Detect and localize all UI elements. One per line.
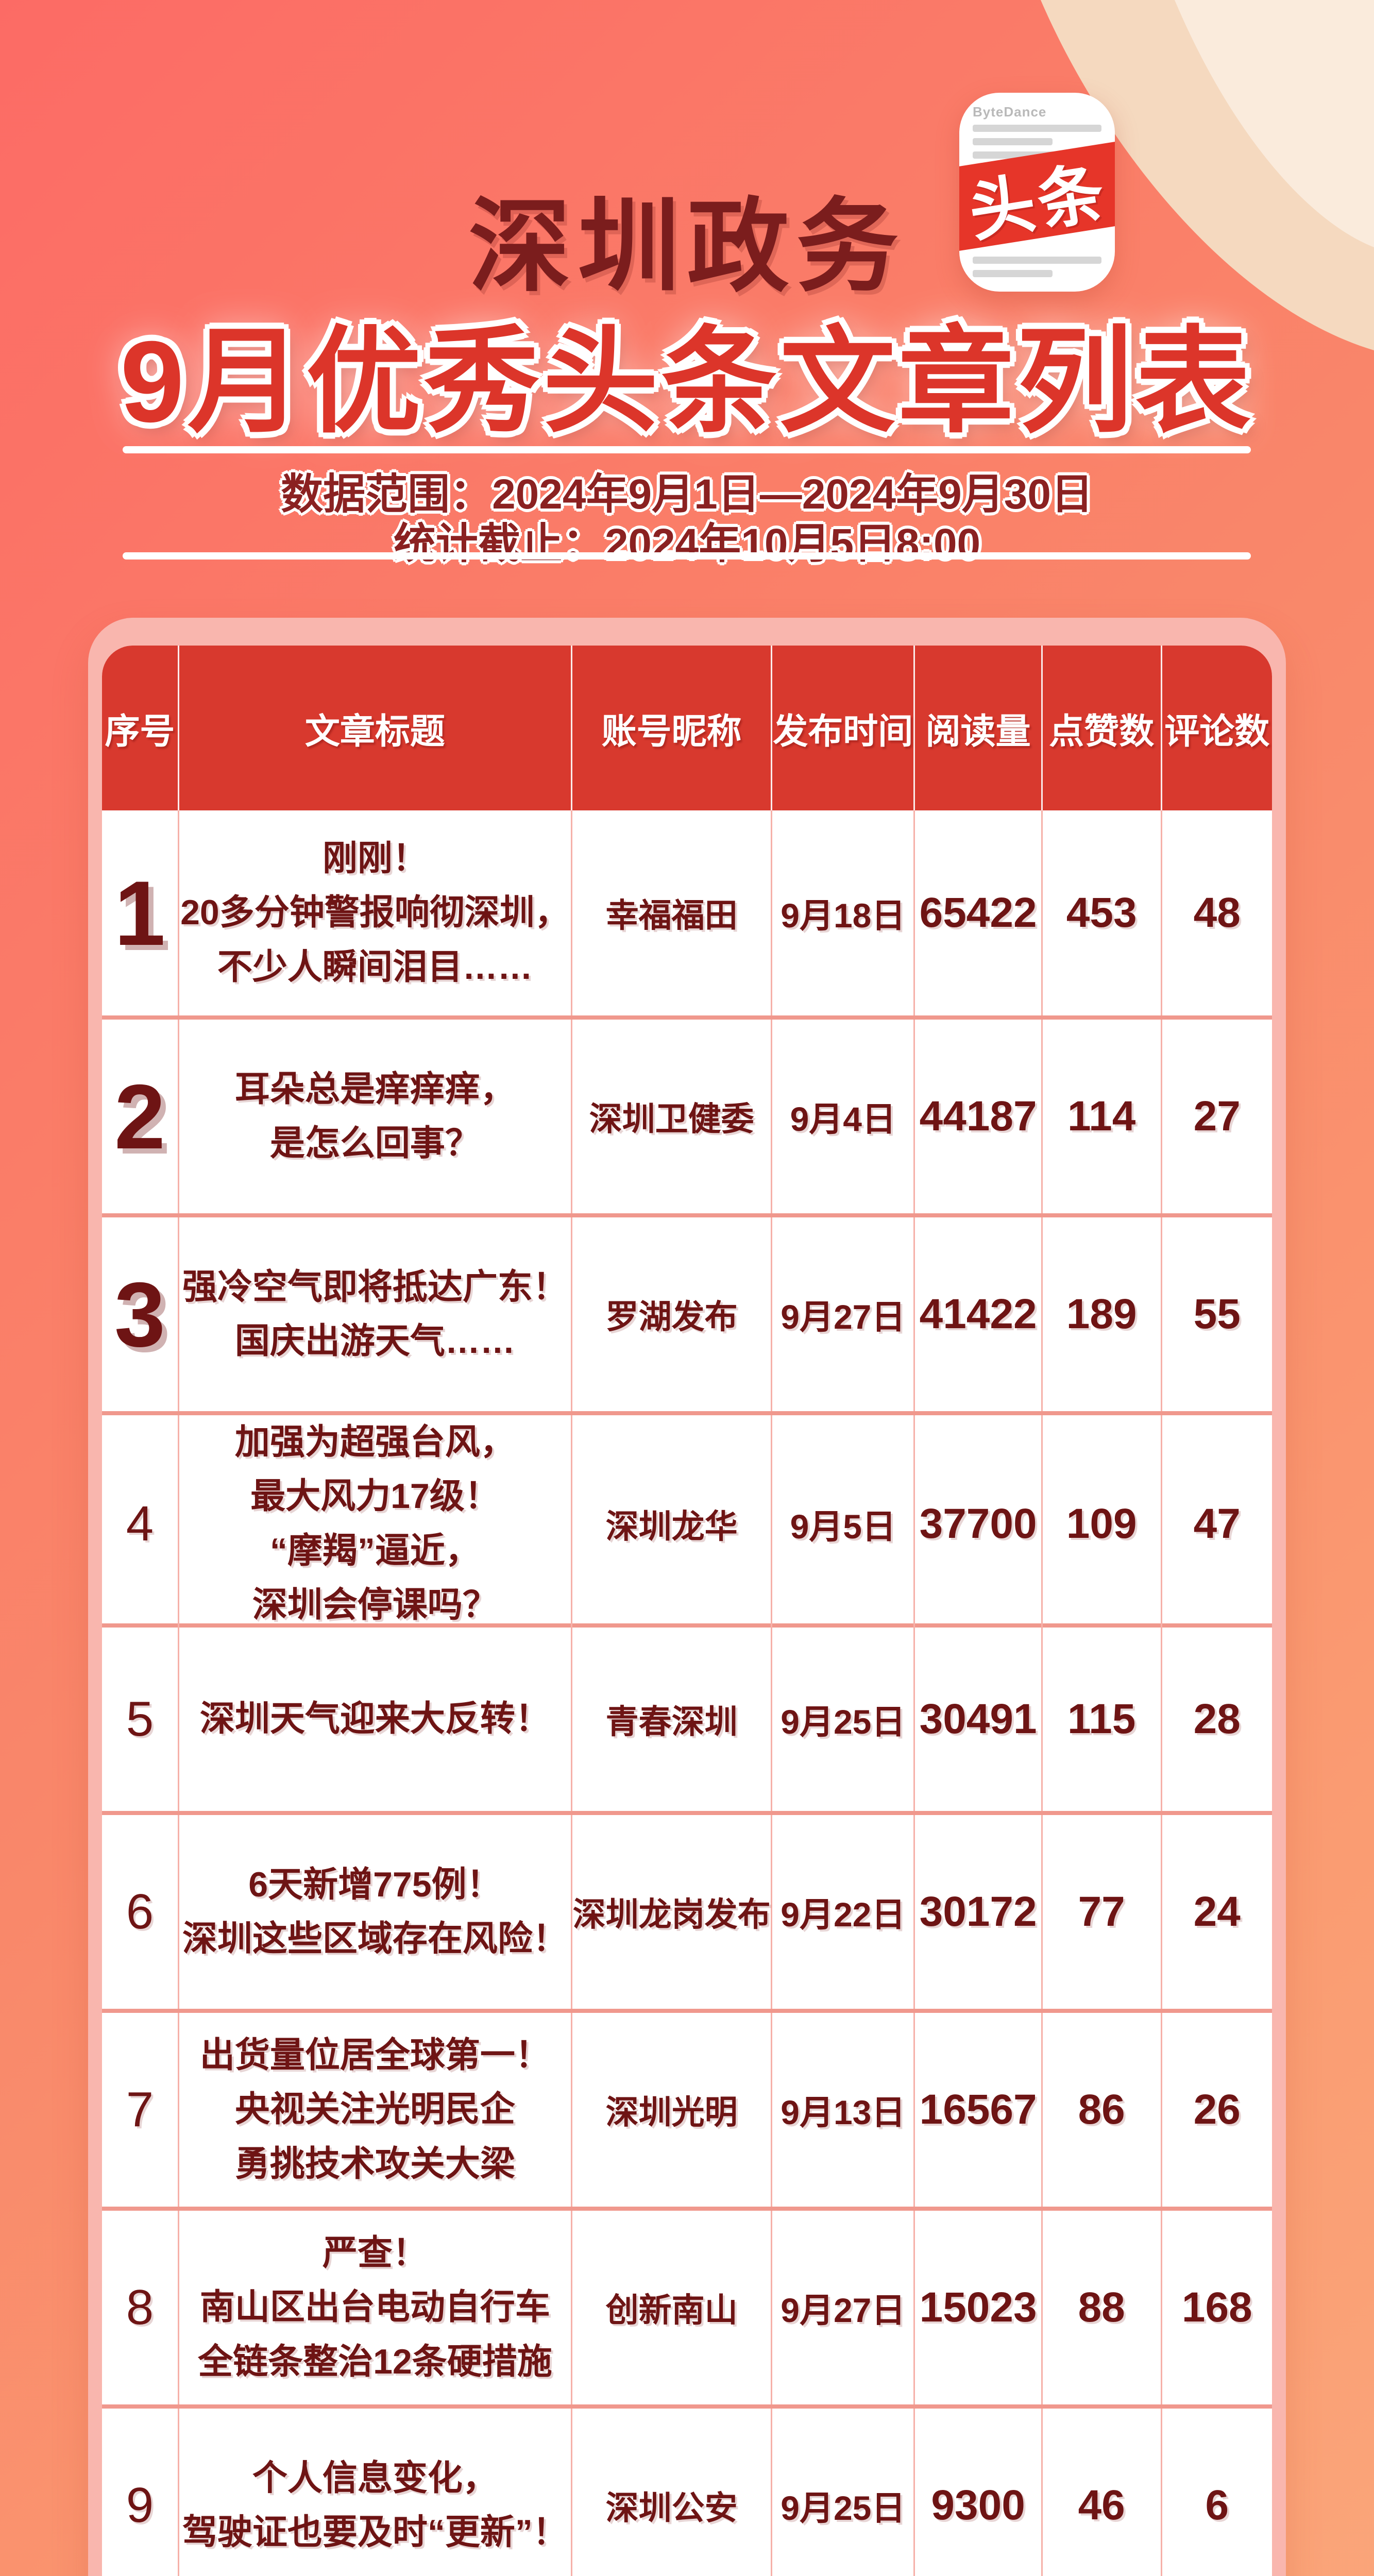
cell-title: 严查！ 南山区出台电动自行车 全链条整治12条硬措施 — [179, 2211, 572, 2404]
table-row: 2 耳朵总是痒痒痒， 是怎么回事？ 深圳卫健委 9月4日 44187 114 27 — [102, 1020, 1272, 1217]
article-table-card: 序号 文章标题 账号昵称 发布时间 阅读量 点赞数 评论数 1 刚刚！ 20多分钟警报响彻深圳… — [88, 618, 1286, 2576]
cell-date: 9月5日 — [772, 1415, 915, 1633]
cell-reads: 16567 — [915, 2013, 1043, 2207]
cell-reads: 37700 — [915, 1415, 1043, 1633]
cell-likes: 453 — [1043, 810, 1162, 1015]
cell-likes: 86 — [1043, 2013, 1162, 2207]
cell-account: 深圳光明 — [572, 2013, 773, 2207]
column-header-likes: 点赞数 — [1043, 646, 1162, 810]
cell-account: 罗湖发布 — [572, 1217, 773, 1411]
cell-reads: 65422 — [915, 810, 1043, 1015]
cell-date: 9月4日 — [772, 1020, 915, 1213]
table-row: 6 6天新增775例！ 深圳这些区域存在风险！ 深圳龙岗发布 9月22日 30172 77… — [102, 1815, 1272, 2013]
cell-account: 幸福福田 — [572, 810, 773, 1015]
cell-likes: 189 — [1043, 1217, 1162, 1411]
cell-comments: 47 — [1193, 1500, 1241, 1547]
article-table: 序号 文章标题 账号昵称 发布时间 阅读量 点赞数 评论数 1 刚刚！ 20多分钟警报响彻深圳… — [102, 646, 1272, 2576]
column-header-account: 账号昵称 — [572, 646, 773, 810]
cell-likes: 77 — [1043, 1815, 1162, 2009]
table-body: 1 刚刚！ 20多分钟警报响彻深圳， 不少人瞬间泪目…… 幸福福田 9月18日 6542… — [102, 810, 1272, 2576]
toutiao-app-icon: ByteDance 头条 — [959, 93, 1115, 292]
wave-top-right-outer — [1175, 0, 1374, 247]
cell-title: 出货量位居全球第一！ 央视关注光明民企 勇挑技术攻关大梁 — [179, 2013, 572, 2207]
cell-likes: 109 — [1043, 1415, 1162, 1633]
cell-date: 9月18日 — [772, 810, 915, 1015]
column-header-comments: 评论数 — [1164, 711, 1270, 751]
cell-no: 5 — [102, 1628, 179, 1811]
cell-comments: 168 — [1181, 2284, 1252, 2331]
table-row: 8 严查！ 南山区出台电动自行车 全链条整治12条硬措施 创新南山 9月27日 1502… — [102, 2211, 1272, 2409]
cell-no: 3 — [102, 1217, 179, 1411]
cell-reads: 30172 — [915, 1815, 1043, 2009]
cell-title: 深圳天气迎来大反转！ — [179, 1628, 572, 1811]
cell-reads: 41422 — [915, 1217, 1043, 1411]
cell-likes: 114 — [1043, 1020, 1162, 1213]
cell-account: 深圳卫健委 — [572, 1020, 773, 1213]
cell-account: 青春深圳 — [572, 1628, 773, 1811]
table-row: 5 深圳天气迎来大反转！ 青春深圳 9月25日 30491 115 28 — [102, 1628, 1272, 1815]
page-title: 深圳政务 — [468, 190, 906, 303]
cell-no: 2 — [102, 1020, 179, 1213]
cell-title: 刚刚！ 20多分钟警报响彻深圳， 不少人瞬间泪目…… — [179, 810, 572, 1015]
cell-reads: 44187 — [915, 1020, 1043, 1213]
cell-date: 9月25日 — [772, 2409, 915, 2576]
cell-comments: 6 — [1205, 2482, 1229, 2529]
cell-likes: 115 — [1043, 1628, 1162, 1811]
cell-likes: 46 — [1043, 2409, 1162, 2576]
cell-comments: 27 — [1193, 1093, 1241, 1140]
cell-comments: 26 — [1193, 2086, 1241, 2133]
cell-no: 6 — [102, 1815, 179, 2009]
column-header-no: 序号 — [102, 646, 179, 810]
cell-reads: 9300 — [915, 2409, 1043, 2576]
cell-comments: 48 — [1193, 889, 1241, 936]
cell-date: 9月22日 — [772, 1815, 915, 2009]
cell-title: 6天新增775例！ 深圳这些区域存在风险！ — [179, 1815, 572, 2009]
column-header-title: 文章标题 — [179, 646, 572, 810]
data-range-text: 数据范围：2024年9月1日—2024年9月30日 — [281, 471, 1093, 518]
cell-date: 9月25日 — [772, 1628, 915, 1811]
divider-line-top — [123, 446, 1251, 453]
cell-no: 7 — [102, 2013, 179, 2207]
bytedance-brand-label: ByteDance — [973, 104, 1047, 120]
cell-comments: 28 — [1193, 1696, 1241, 1742]
cell-account: 深圳龙华 — [572, 1415, 773, 1633]
cell-account: 创新南山 — [572, 2211, 773, 2404]
column-header-reads: 阅读量 — [915, 646, 1043, 810]
table-row: 7 出货量位居全球第一！ 央视关注光明民企 勇挑技术攻关大梁 深圳光明 9月13日 16… — [102, 2013, 1272, 2211]
cell-reads: 30491 — [915, 1628, 1043, 1811]
page-subtitle: 9月优秀头条文章列表 — [120, 317, 1254, 446]
cell-date: 9月27日 — [772, 2211, 915, 2404]
cell-title: 耳朵总是痒痒痒， 是怎么回事？ — [179, 1020, 572, 1213]
table-row: 4 加强为超强台风， 最大风力17级！ “摩羯”逼近， 深圳会停课吗？ 深圳龙华 9月… — [102, 1415, 1272, 1633]
cell-no: 9 — [102, 2409, 179, 2576]
table-header-row: 序号 文章标题 账号昵称 发布时间 阅读量 点赞数 评论数 — [102, 646, 1272, 810]
column-header-date: 发布时间 — [772, 646, 915, 810]
cell-reads: 15023 — [915, 2211, 1043, 2404]
cell-title: 个人信息变化， 驾驶证也要及时“更新”！ — [179, 2409, 572, 2576]
table-row: 3 强冷空气即将抵达广东！ 国庆出游天气…… 罗湖发布 9月27日 41422 189 55 — [102, 1217, 1272, 1415]
newspaper-lines-bottom-icon — [973, 257, 1101, 277]
cell-date: 9月27日 — [772, 1217, 915, 1411]
cell-date: 9月13日 — [772, 2013, 915, 2207]
cell-title: 加强为超强台风， 最大风力17级！ “摩羯”逼近， 深圳会停课吗？ — [179, 1415, 572, 1633]
cell-account: 深圳公安 — [572, 2409, 773, 2576]
cell-title: 强冷空气即将抵达广东！ 国庆出游天气…… — [179, 1217, 572, 1411]
cell-likes: 88 — [1043, 2211, 1162, 2404]
table-row: 9 个人信息变化， 驾驶证也要及时“更新”！ 深圳公安 9月25日 9300 46 6 — [102, 2409, 1272, 2576]
cell-no: 1 — [102, 810, 179, 1015]
toutiao-red-band: 头条 — [959, 139, 1115, 253]
table-row: 1 刚刚！ 20多分钟警报响彻深圳， 不少人瞬间泪目…… 幸福福田 9月18日 6542… — [102, 810, 1272, 1020]
cell-account: 深圳龙岗发布 — [572, 1815, 773, 2009]
cell-comments: 24 — [1193, 1888, 1241, 1935]
divider-line-bottom — [123, 552, 1251, 560]
stats-cutoff-text: 统计截止：2024年10月5日8:00 — [393, 520, 981, 567]
cell-no: 4 — [102, 1415, 179, 1633]
cell-no: 8 — [102, 2211, 179, 2404]
cell-comments: 55 — [1193, 1291, 1241, 1337]
